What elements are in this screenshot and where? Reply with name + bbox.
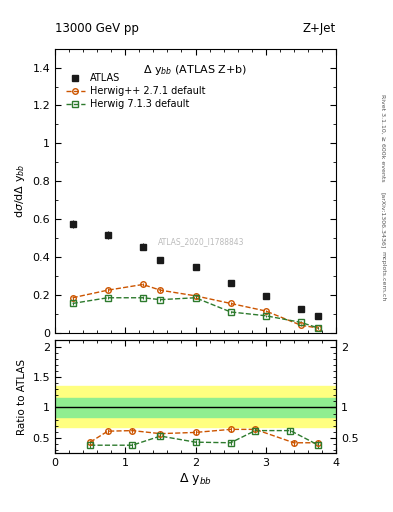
Text: 13000 GeV pp: 13000 GeV pp bbox=[55, 22, 139, 35]
Text: Z+Jet: Z+Jet bbox=[303, 22, 336, 35]
Bar bbox=[55, 398, 336, 417]
Text: [arXiv:1306.3436]: [arXiv:1306.3436] bbox=[381, 192, 386, 248]
Legend: ATLAS, Herwig++ 2.7.1 default, Herwig 7.1.3 default: ATLAS, Herwig++ 2.7.1 default, Herwig 7.… bbox=[66, 73, 205, 109]
Text: $\Delta$ y$_{bb}$ (ATLAS Z+b): $\Delta$ y$_{bb}$ (ATLAS Z+b) bbox=[143, 63, 248, 77]
X-axis label: $\Delta$ y$_{bb}$: $\Delta$ y$_{bb}$ bbox=[179, 471, 212, 487]
Y-axis label: Ratio to ATLAS: Ratio to ATLAS bbox=[17, 359, 27, 435]
Y-axis label: d$\sigma$/d$\Delta$ y$_{bb}$: d$\sigma$/d$\Delta$ y$_{bb}$ bbox=[13, 164, 27, 218]
Text: ATLAS_2020_I1788843: ATLAS_2020_I1788843 bbox=[158, 238, 244, 246]
Bar bbox=[55, 386, 336, 427]
Text: Rivet 3.1.10, ≥ 600k events: Rivet 3.1.10, ≥ 600k events bbox=[381, 94, 386, 182]
Text: mcplots.cern.ch: mcplots.cern.ch bbox=[381, 251, 386, 302]
